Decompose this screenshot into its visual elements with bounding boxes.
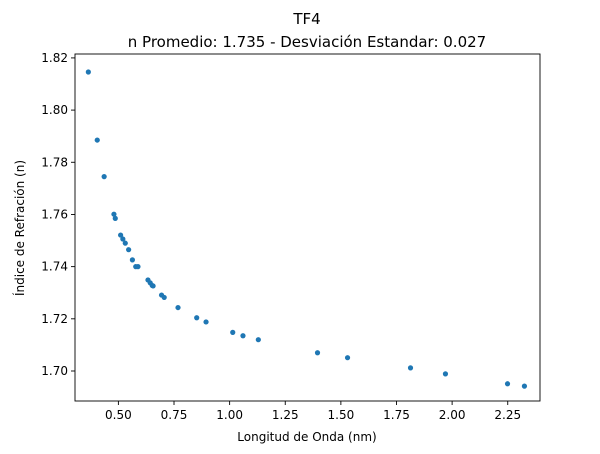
data-point [314,350,321,356]
data-point [203,319,209,325]
x-tick-label: 1.00 [216,408,243,422]
x-axis-ticks: 0.50 0.75 1.00 1.25 1.50 1.75 2.00 2.25 [105,401,521,422]
data-point [161,294,167,301]
x-axis-label: Longitud de Onda (nm) [237,430,376,444]
y-axis-label: Índice de Refración (n) [12,160,27,296]
x-tick-label: 1.25 [272,408,299,422]
data-point [94,137,100,143]
data-point [111,211,117,217]
data-point [240,333,246,339]
x-tick-label: 1.75 [383,408,410,422]
data-point [85,69,91,75]
chart-subtitle: n Promedio: 1.735 - Desviación Estandar:… [128,33,486,51]
y-tick-label: 1.72 [41,312,68,326]
x-tick-label: 1.50 [328,408,355,422]
data-point [126,247,132,253]
x-tick-label: 2.25 [494,408,521,422]
data-point [135,264,141,270]
y-tick-label: 1.82 [41,51,68,65]
data-point [521,383,528,389]
y-tick-label: 1.78 [41,155,68,169]
data-point [101,174,107,180]
chart-title: TF4 [292,10,320,28]
x-tick-label: 2.00 [439,408,466,422]
data-point [194,315,200,321]
plot-frame [74,53,541,402]
y-tick-label: 1.76 [41,207,68,221]
x-tick-label: 0.75 [161,408,188,422]
data-point [407,365,414,371]
data-point [255,337,261,343]
data-point [112,215,118,221]
data-point [122,240,128,246]
data-point [129,257,136,263]
data-point [442,371,449,377]
data-point [118,232,124,238]
data-point [230,329,236,335]
y-axis-ticks: 1.70 1.72 1.74 1.76 1.78 1.80 1.82 [41,51,75,378]
y-tick-label: 1.70 [41,364,68,378]
data-point [120,236,126,242]
data-point [504,381,511,387]
x-tick-label: 0.50 [105,408,132,422]
data-point [344,355,351,361]
data-point [150,283,156,289]
data-points [85,69,528,389]
y-tick-label: 1.80 [41,103,68,117]
data-point [175,304,181,311]
y-tick-label: 1.74 [41,260,68,274]
